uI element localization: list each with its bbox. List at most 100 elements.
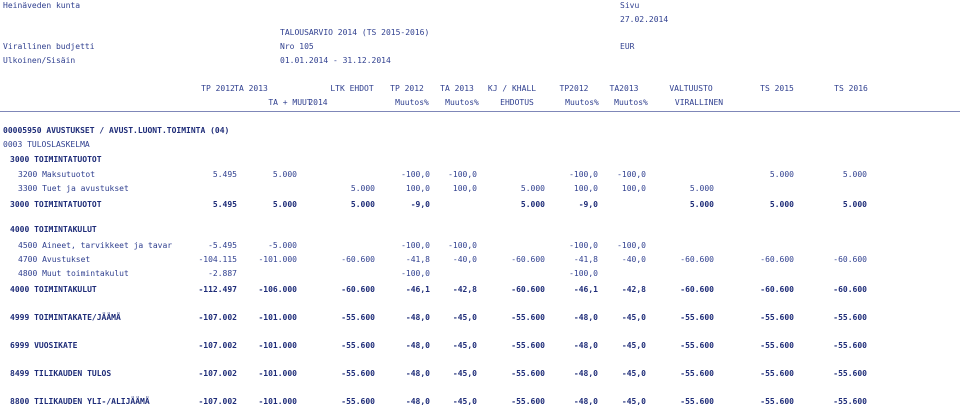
page-label: Sivu xyxy=(620,1,640,10)
table-cell: -60.600 xyxy=(341,255,375,264)
table-cell: -55.600 xyxy=(341,313,375,322)
table-cell: -45,0 xyxy=(621,341,646,350)
row-label: 4700 Avustukset xyxy=(18,255,91,264)
table-cell: -55.600 xyxy=(833,397,867,406)
table-cell: -45,0 xyxy=(621,369,646,378)
table-cell: -55.600 xyxy=(833,369,867,378)
row-label: 8499 TILIKAUDEN TULOS xyxy=(10,369,112,378)
column-subheader: Muutos% xyxy=(614,98,648,107)
table-cell: -48,0 xyxy=(405,341,430,350)
column-subheader: EHDOTUS xyxy=(500,98,534,107)
table-cell: -60.600 xyxy=(760,285,794,294)
organization-name: Heinäveden kunta xyxy=(3,1,81,10)
table-cell: -101.000 xyxy=(258,255,297,264)
table-cell: -42,8 xyxy=(452,285,477,294)
table-cell: -100,0 xyxy=(448,241,477,250)
table-cell: -48,0 xyxy=(573,341,598,350)
currency: EUR xyxy=(620,42,635,51)
table-cell: -45,0 xyxy=(452,313,477,322)
column-header: TA 2013 xyxy=(234,84,268,93)
table-cell: -100,0 xyxy=(569,269,598,278)
column-subheader: TA + MUUT xyxy=(268,98,312,107)
table-cell: -101.000 xyxy=(258,369,297,378)
table-cell: -107.002 xyxy=(198,369,237,378)
table-cell: 5.000 xyxy=(272,170,297,179)
table-cell: -100,0 xyxy=(448,170,477,179)
row-label: 3000 TOIMINTATUOTOT xyxy=(10,200,102,209)
table-cell: 100,0 xyxy=(573,184,598,193)
table-cell: -112.497 xyxy=(198,285,237,294)
table-cell: -2.887 xyxy=(208,269,237,278)
budget-label: Virallinen budjetti xyxy=(3,42,95,51)
table-cell: -55.600 xyxy=(680,369,714,378)
table-cell: -60.600 xyxy=(341,285,375,294)
statement-heading: 0003 TULOSLASKELMA xyxy=(3,140,90,149)
table-cell: -100,0 xyxy=(401,170,430,179)
column-subheader: Muutos% xyxy=(565,98,599,107)
table-cell: -104.115 xyxy=(198,255,237,264)
table-cell: 5.000 xyxy=(520,184,545,193)
table-cell: 5.000 xyxy=(272,200,297,209)
table-cell: -41,8 xyxy=(405,255,430,264)
row-label: 3300 Tuet ja avustukset xyxy=(18,184,129,193)
table-cell: -107.002 xyxy=(198,397,237,406)
table-cell: -101.000 xyxy=(258,313,297,322)
table-cell: -100,0 xyxy=(569,241,598,250)
column-header: VALTUUSTO xyxy=(669,84,713,93)
table-cell: -42,8 xyxy=(621,285,646,294)
table-cell: 5.495 xyxy=(212,200,237,209)
table-cell: 5.000 xyxy=(689,200,714,209)
expense-heading: 4000 TOIMINTAKULUT xyxy=(10,225,97,234)
header-divider xyxy=(0,111,960,112)
table-cell: -60.600 xyxy=(833,285,867,294)
row-label: 4999 TOIMINTAKATE/JÄÄMÄ xyxy=(10,313,121,322)
table-cell: -55.600 xyxy=(680,397,714,406)
table-cell: -100,0 xyxy=(401,269,430,278)
table-cell: -48,0 xyxy=(573,313,598,322)
table-cell: -55.600 xyxy=(341,341,375,350)
row-label: 3200 Maksutuotot xyxy=(18,170,96,179)
table-cell: 100,0 xyxy=(405,184,430,193)
income-heading: 3000 TOIMINTATUOTOT xyxy=(10,155,102,164)
table-cell: -55.600 xyxy=(680,313,714,322)
table-cell: -55.600 xyxy=(511,341,545,350)
table-cell: -45,0 xyxy=(621,313,646,322)
table-cell: 100,0 xyxy=(621,184,646,193)
table-cell: -101.000 xyxy=(258,397,297,406)
table-cell: -55.600 xyxy=(760,313,794,322)
table-cell: -107.002 xyxy=(198,341,237,350)
table-cell: -60.600 xyxy=(511,255,545,264)
table-cell: -100,0 xyxy=(617,241,646,250)
table-cell: -100,0 xyxy=(617,170,646,179)
table-cell: -60.600 xyxy=(760,255,794,264)
table-cell: -55.600 xyxy=(760,341,794,350)
table-cell: -41,8 xyxy=(573,255,598,264)
table-cell: -40,0 xyxy=(452,255,477,264)
table-cell: -55.600 xyxy=(511,313,545,322)
row-label: 8800 TILIKAUDEN YLI-/ALIJÄÄMÄ xyxy=(10,397,150,406)
table-cell: -46,1 xyxy=(405,285,430,294)
table-cell: -60.600 xyxy=(680,255,714,264)
column-subheader: Muutos% xyxy=(445,98,479,107)
table-cell: -55.600 xyxy=(760,397,794,406)
table-cell: -9,0 xyxy=(578,200,598,209)
row-label: 4500 Aineet, tarvikkeet ja tavar xyxy=(18,241,173,250)
table-cell: 5.000 xyxy=(520,200,545,209)
report-title: TALOUSARVIO 2014 (TS 2015-2016) xyxy=(280,28,430,37)
row-label: 4800 Muut toimintakulut xyxy=(18,269,129,278)
table-cell: -100,0 xyxy=(569,170,598,179)
table-cell: -55.600 xyxy=(511,397,545,406)
scope-label: Ulkoinen/Sisäin xyxy=(3,56,76,65)
table-cell: 5.000 xyxy=(769,170,794,179)
table-cell: -100,0 xyxy=(401,241,430,250)
table-cell: -48,0 xyxy=(573,369,598,378)
column-header: KJ / KHALL xyxy=(487,84,537,93)
table-cell: -46,1 xyxy=(573,285,598,294)
table-cell: -45,0 xyxy=(452,341,477,350)
table-cell: -5.000 xyxy=(268,241,297,250)
table-cell: -55.600 xyxy=(341,397,375,406)
table-cell: -101.000 xyxy=(258,341,297,350)
column-subheader: Muutos% xyxy=(395,98,429,107)
table-cell: 5.000 xyxy=(350,200,375,209)
table-cell: -55.600 xyxy=(511,369,545,378)
